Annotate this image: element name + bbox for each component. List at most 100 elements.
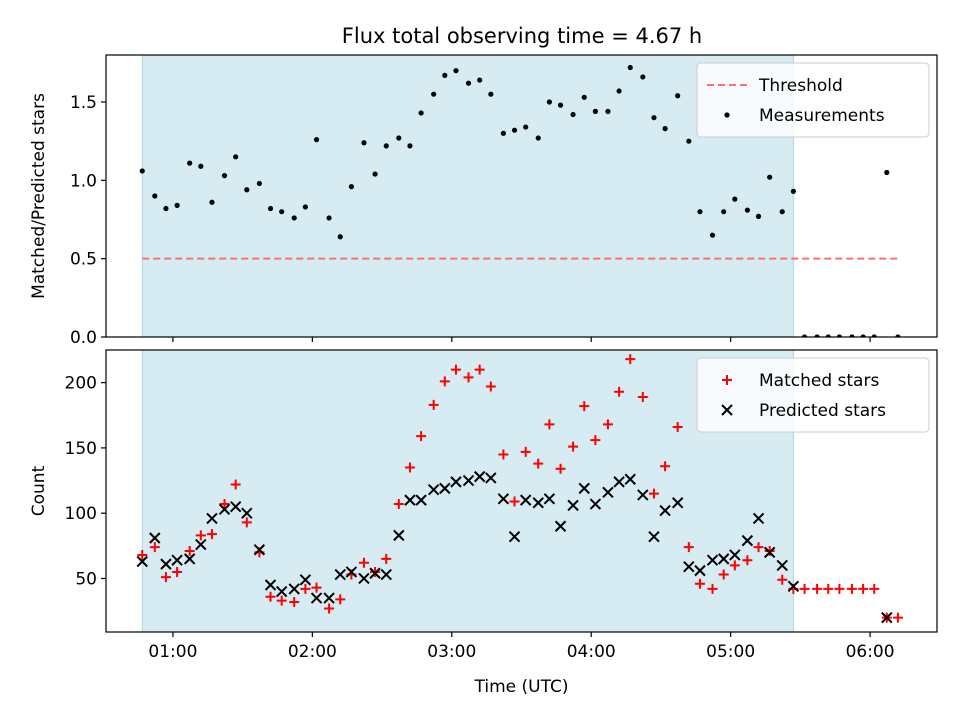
predicted-stars-point bbox=[589, 498, 602, 510]
predicted-stars-point bbox=[345, 566, 358, 578]
predicted-stars-point bbox=[462, 474, 475, 487]
measurement-point bbox=[256, 180, 262, 187]
measurement-point bbox=[860, 334, 866, 337]
matched-stars-point bbox=[428, 399, 439, 410]
matched-stars-point bbox=[672, 422, 683, 433]
measurement-point bbox=[152, 193, 158, 199]
matched-stars-point bbox=[637, 392, 648, 402]
measurement-point bbox=[744, 207, 750, 213]
measurement-point bbox=[337, 234, 343, 240]
x-tick-label: 06:00 bbox=[846, 642, 895, 662]
predicted-stars-point bbox=[624, 473, 636, 485]
measurement-point bbox=[244, 187, 250, 193]
predicted-stars-point bbox=[334, 568, 346, 581]
matched-stars-point bbox=[753, 542, 764, 553]
legend-label: Predicted stars bbox=[759, 401, 886, 421]
predicted-stars-point bbox=[648, 530, 660, 543]
measurement-point bbox=[709, 232, 716, 238]
predicted-stars-point bbox=[206, 512, 218, 525]
predicted-stars-point bbox=[299, 574, 312, 586]
x-tick-label: 01:00 bbox=[148, 642, 197, 662]
matched-stars-point bbox=[206, 529, 217, 540]
matched-stars-point bbox=[358, 557, 369, 568]
measurement-point bbox=[640, 74, 646, 80]
matched-stars-point bbox=[858, 583, 869, 594]
matched-stars-point bbox=[648, 488, 659, 499]
measurement-point bbox=[407, 143, 413, 149]
y-tick-label: 0.0 bbox=[70, 328, 97, 348]
matched-stars-point bbox=[694, 578, 705, 589]
matched-stars-point bbox=[509, 496, 520, 507]
matched-stars-point bbox=[137, 549, 148, 560]
matched-stars-point bbox=[485, 381, 496, 392]
matched-stars-point bbox=[172, 566, 183, 577]
matched-stars-point bbox=[300, 583, 311, 594]
predicted-stars-point bbox=[602, 486, 614, 499]
axes-frame bbox=[105, 54, 938, 338]
matched-stars-point bbox=[474, 364, 485, 375]
measurement-point bbox=[233, 154, 239, 160]
measurement-point bbox=[627, 64, 633, 71]
predicted-stars-point bbox=[241, 507, 253, 519]
measurement-point bbox=[605, 108, 611, 114]
predicted-stars-point bbox=[264, 579, 277, 591]
y-tick-label: 1.0 bbox=[70, 171, 97, 191]
predicted-stars-point bbox=[310, 592, 323, 604]
predicted-stars-point bbox=[149, 532, 161, 544]
matched-stars-point bbox=[799, 583, 810, 594]
y-axis-label: Matched/Predicted stars bbox=[29, 93, 49, 299]
predicted-stars-point bbox=[393, 529, 405, 542]
matched-stars-point bbox=[520, 446, 531, 457]
measurement-point bbox=[686, 138, 692, 144]
series-x bbox=[136, 470, 893, 624]
measurement-point bbox=[814, 334, 820, 337]
measurement-point bbox=[418, 110, 424, 116]
matched-stars-point bbox=[160, 572, 171, 583]
matched-stars-point bbox=[718, 569, 729, 580]
measurement-point bbox=[871, 334, 877, 337]
predicted-stars-point bbox=[706, 554, 719, 566]
measurement-point bbox=[431, 91, 437, 97]
measurement-point bbox=[570, 111, 576, 118]
legend: Threshold Measurements bbox=[696, 62, 930, 138]
matched-stars-point bbox=[265, 591, 276, 602]
y-tick-label: 50 bbox=[75, 569, 97, 589]
top-panel-ratio: 0.0 0.5 1.0 1.5 Matched/Predicted stars Thres… bbox=[29, 54, 938, 348]
legend-x-swatch bbox=[721, 404, 733, 416]
measurement-point bbox=[383, 143, 389, 149]
predicted-stars-point bbox=[160, 558, 172, 570]
legend-plus-swatch bbox=[722, 375, 732, 385]
predicted-stars-point bbox=[171, 554, 183, 566]
measurement-point bbox=[511, 127, 518, 133]
predicted-stars-point bbox=[578, 482, 590, 495]
measurement-point bbox=[651, 115, 657, 121]
predicted-stars-point bbox=[881, 611, 893, 624]
predicted-stars-point bbox=[554, 520, 567, 532]
measurement-point bbox=[581, 94, 587, 100]
predicted-stars-point bbox=[532, 497, 544, 509]
matched-stars-point bbox=[149, 542, 160, 553]
matched-stars-point bbox=[219, 499, 230, 510]
predicted-stars-point bbox=[195, 538, 207, 551]
predicted-stars-point bbox=[473, 470, 486, 483]
predicted-stars-point bbox=[659, 504, 671, 517]
predicted-stars-point bbox=[519, 494, 532, 506]
measurement-point bbox=[302, 204, 308, 210]
predicted-stars-point bbox=[288, 583, 300, 595]
matched-stars-point bbox=[498, 449, 509, 460]
predicted-stars-point bbox=[439, 482, 451, 495]
observing-window-shade bbox=[141, 349, 794, 633]
predicted-stars-point bbox=[543, 493, 556, 505]
predicted-stars-point bbox=[683, 561, 695, 573]
observing-window-shade bbox=[141, 54, 794, 338]
legend-frame bbox=[696, 62, 930, 138]
series-dot bbox=[139, 64, 901, 337]
series-plus bbox=[137, 354, 903, 623]
predicted-stars-point bbox=[415, 494, 427, 506]
predicted-stars-point bbox=[404, 494, 416, 506]
matched-stars-point bbox=[777, 574, 788, 585]
matched-stars-point bbox=[230, 479, 241, 490]
predicted-stars-point bbox=[567, 499, 579, 512]
y-axis-label: Count bbox=[29, 465, 49, 516]
predicted-stars-point bbox=[729, 549, 741, 561]
